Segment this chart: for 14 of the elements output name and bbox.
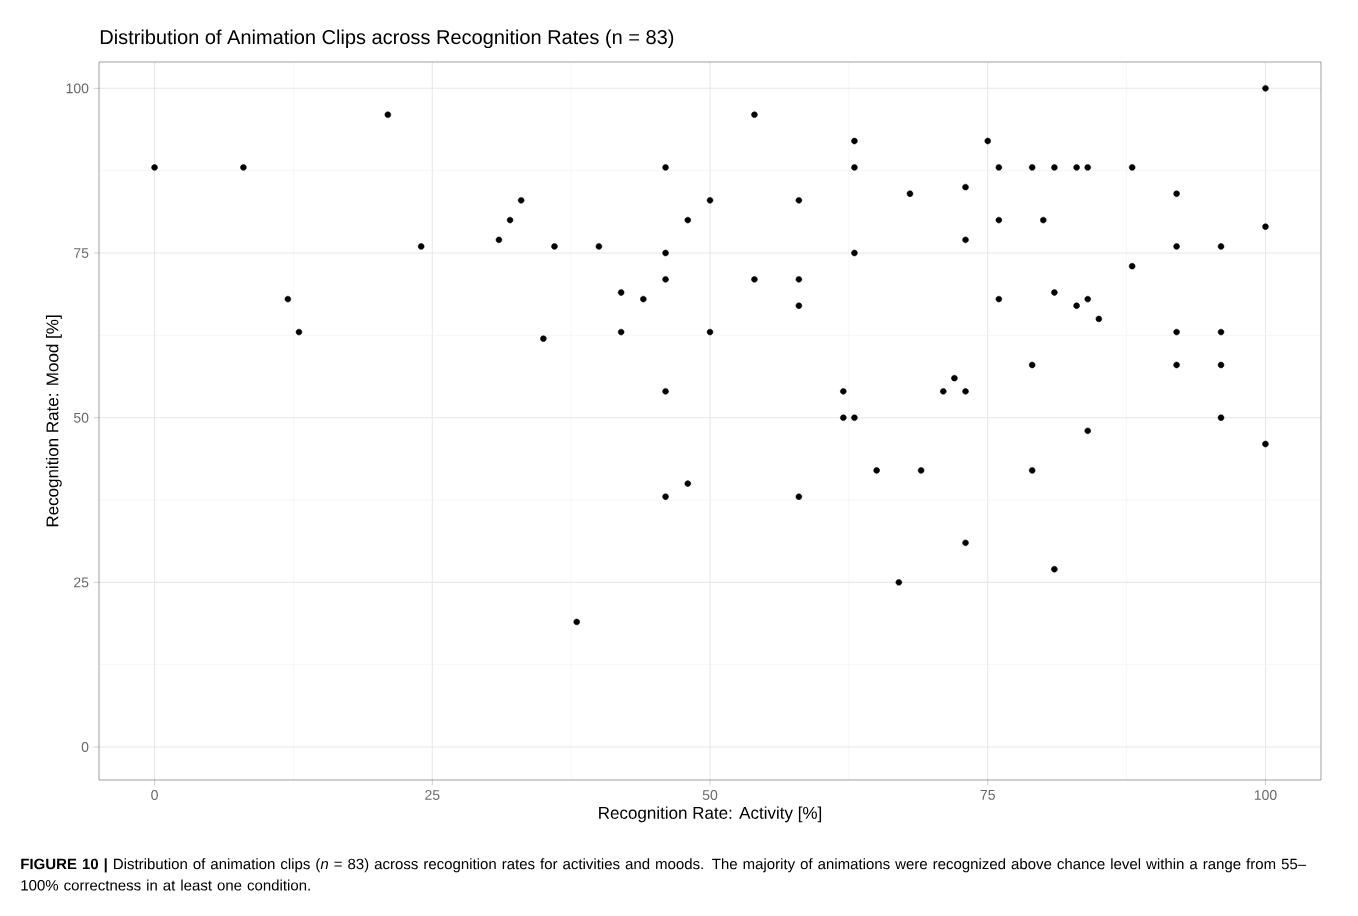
y-tick-label: 25 [74, 577, 89, 588]
chart-title: Distribution of Animation Clips across Recognition Rates (n = 83) [100, 29, 674, 49]
y-axis-title: Recognition Rate: Mood [%] [45, 315, 62, 527]
y-tick-label: 100 [66, 83, 89, 94]
text: FIGURE 10 | Distribution of animation clips (n = 83) across recognition rates for activities and moods. The majority of animations were recognized above chance level within a range from 55–100% correctness in at least one condition. [21, 858, 1307, 891]
y-tick-label: 0 [81, 742, 89, 753]
x-tick-label: 50 [702, 790, 718, 800]
x-tick-label: 75 [980, 790, 995, 800]
x-tick-label: 25 [425, 790, 440, 800]
x-tick-label: 100 [1254, 790, 1277, 800]
y-tick-label: 50 [73, 412, 89, 423]
x-tick-label: 0 [151, 790, 158, 800]
x-axis-title: Recognition Rate: Activity [%] [599, 806, 822, 823]
y-tick-label: 75 [74, 248, 89, 258]
